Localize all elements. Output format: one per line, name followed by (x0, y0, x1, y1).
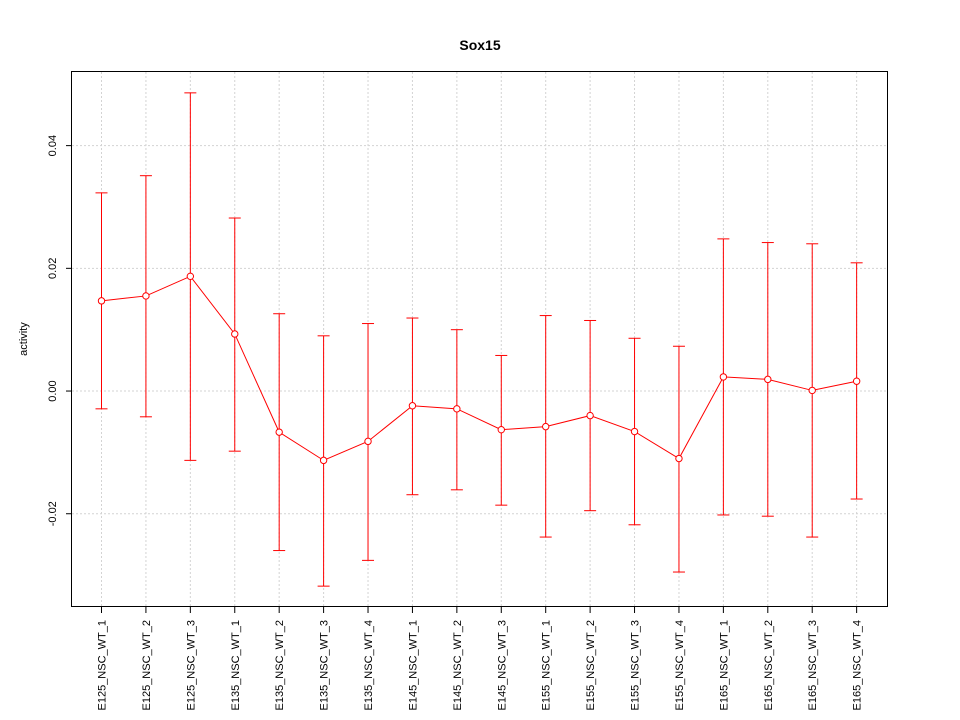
data-point (275, 428, 283, 436)
x-tick-label: E155_NSC_WT_3 (630, 620, 642, 711)
grid (72, 72, 888, 607)
x-tick-label: E145_NSC_WT_1 (407, 620, 419, 711)
data-point (764, 375, 772, 384)
x-tick-label: E135_NSC_WT_3 (319, 620, 331, 711)
x-tick-label: E135_NSC_WT_2 (274, 620, 286, 711)
x-tick-label: E135_NSC_WT_4 (363, 620, 375, 711)
y-tick-label: -0.02 (47, 501, 59, 526)
x-tick-label: E125_NSC_WT_2 (141, 620, 153, 711)
data-point (497, 425, 505, 434)
data-point (408, 402, 417, 410)
data-point (186, 272, 195, 281)
x-tick-label: E165_NSC_WT_1 (718, 620, 730, 711)
axes: -0.02 0.00 0.02 0.04 E125_NSC_WT_1 E125_NSC_W… (47, 135, 864, 711)
data-point (675, 454, 683, 463)
data-point (364, 437, 372, 446)
x-tick-label: E165_NSC_WT_2 (763, 620, 775, 711)
data-point (586, 411, 594, 420)
data-point (231, 330, 239, 338)
y-tick-label: 0.02 (47, 258, 59, 279)
x-tick-label: E145_NSC_WT_2 (452, 620, 464, 711)
x-tick-label: E165_NSC_WT_4 (852, 620, 864, 711)
x-tick-label: E155_NSC_WT_4 (674, 620, 686, 711)
data-point (808, 386, 816, 395)
data-point (319, 456, 328, 465)
x-tick-label: E125_NSC_WT_1 (97, 620, 109, 711)
x-tick-label: E135_NSC_WT_1 (230, 620, 242, 711)
data-point (852, 377, 861, 385)
plot-frame (71, 71, 888, 607)
x-tick-label: E155_NSC_WT_2 (585, 620, 597, 711)
series-line (101, 275, 857, 461)
x-tick-label: E145_NSC_WT_3 (496, 620, 508, 711)
y-tick-label: 0.04 (47, 135, 59, 156)
data-point (542, 422, 550, 431)
y-tick-label: 0.00 (47, 380, 59, 401)
chart-title: Sox15 (459, 37, 500, 53)
y-axis-label: activity (18, 322, 30, 356)
x-tick-label: E125_NSC_WT_3 (185, 620, 197, 711)
series-layer (95, 92, 863, 587)
x-tick-label: E165_NSC_WT_3 (807, 620, 819, 711)
data-point (630, 427, 639, 436)
data-point (142, 292, 150, 300)
data-point (97, 297, 106, 305)
x-tick-label: E155_NSC_WT_1 (541, 620, 553, 711)
data-point (719, 373, 728, 381)
data-point (453, 405, 461, 413)
